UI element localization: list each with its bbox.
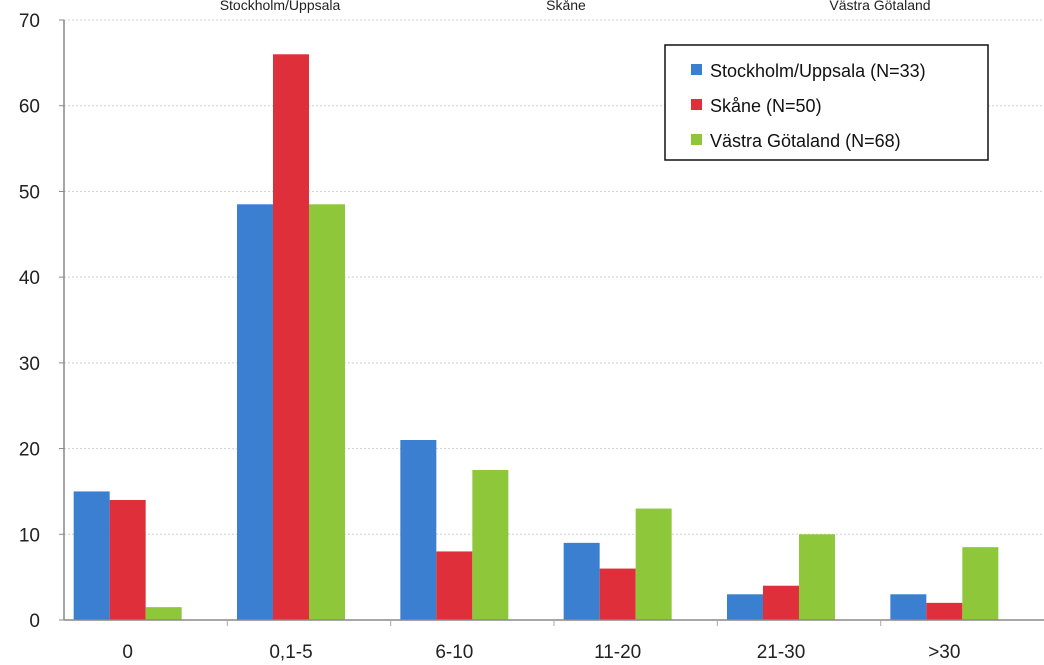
bar-2-2	[472, 470, 509, 620]
y-tick-label: 30	[19, 354, 40, 375]
x-category-label: 21-30	[757, 642, 806, 663]
x-category-labels: 0 0,1-5 6-10 11-20 21-30 >30	[122, 620, 960, 663]
bar-3-0	[563, 542, 600, 620]
y-tick-labels: 0 10 20 30 40 50 60 70	[19, 11, 64, 632]
y-tick-label: 60	[19, 97, 40, 118]
bar-4-0	[727, 594, 763, 620]
top-label-stockholm: Stockholm/Uppsala	[220, 0, 341, 13]
x-category-label: 0	[122, 642, 133, 663]
bar-1-1	[273, 54, 309, 621]
bar-4-1	[763, 585, 799, 620]
bar-2-1	[436, 551, 473, 620]
x-category-label: 6-10	[435, 642, 473, 663]
top-region-labels: Stockholm/Uppsala Skåne Västra Götaland	[220, 0, 931, 13]
bar-5-0	[890, 594, 927, 620]
x-category-label: >30	[928, 642, 960, 663]
legend-swatch-skane	[691, 99, 702, 110]
bar-0-0	[73, 491, 110, 620]
legend-label-stockholm: Stockholm/Uppsala (N=33)	[710, 61, 926, 81]
y-tick-label: 10	[19, 525, 40, 546]
legend-box	[664, 44, 989, 161]
x-category-label: 11-20	[594, 642, 641, 663]
bar-2-0	[400, 440, 437, 620]
legend: Stockholm/Uppsala (N=33) Skåne (N=50) Vä…	[664, 44, 989, 161]
y-tick-label: 70	[19, 11, 40, 32]
bar-3-1	[599, 568, 636, 620]
bar-3-2	[635, 508, 672, 620]
bars	[73, 54, 999, 621]
bar-1-2	[309, 204, 345, 621]
legend-swatch-vastra-gotaland	[691, 134, 702, 145]
legend-label-vastra-gotaland: Västra Götaland (N=68)	[710, 131, 901, 151]
x-category-label: 0,1-5	[269, 642, 312, 663]
bar-5-1	[926, 602, 963, 620]
legend-label-skane: Skåne (N=50)	[710, 96, 822, 116]
bar-0-2	[145, 607, 182, 620]
bar-4-2	[799, 534, 835, 620]
top-label-skane: Skåne	[546, 0, 586, 13]
bar-5-2	[962, 547, 999, 620]
y-tick-label: 20	[19, 440, 40, 461]
legend-swatch-stockholm	[691, 64, 702, 75]
y-tick-label: 50	[19, 182, 40, 203]
bar-1-0	[237, 204, 273, 621]
bar-0-1	[109, 500, 146, 620]
y-tick-label: 0	[29, 611, 40, 632]
y-tick-label: 40	[19, 268, 40, 289]
top-label-vastra-gotaland: Västra Götaland	[829, 0, 930, 13]
